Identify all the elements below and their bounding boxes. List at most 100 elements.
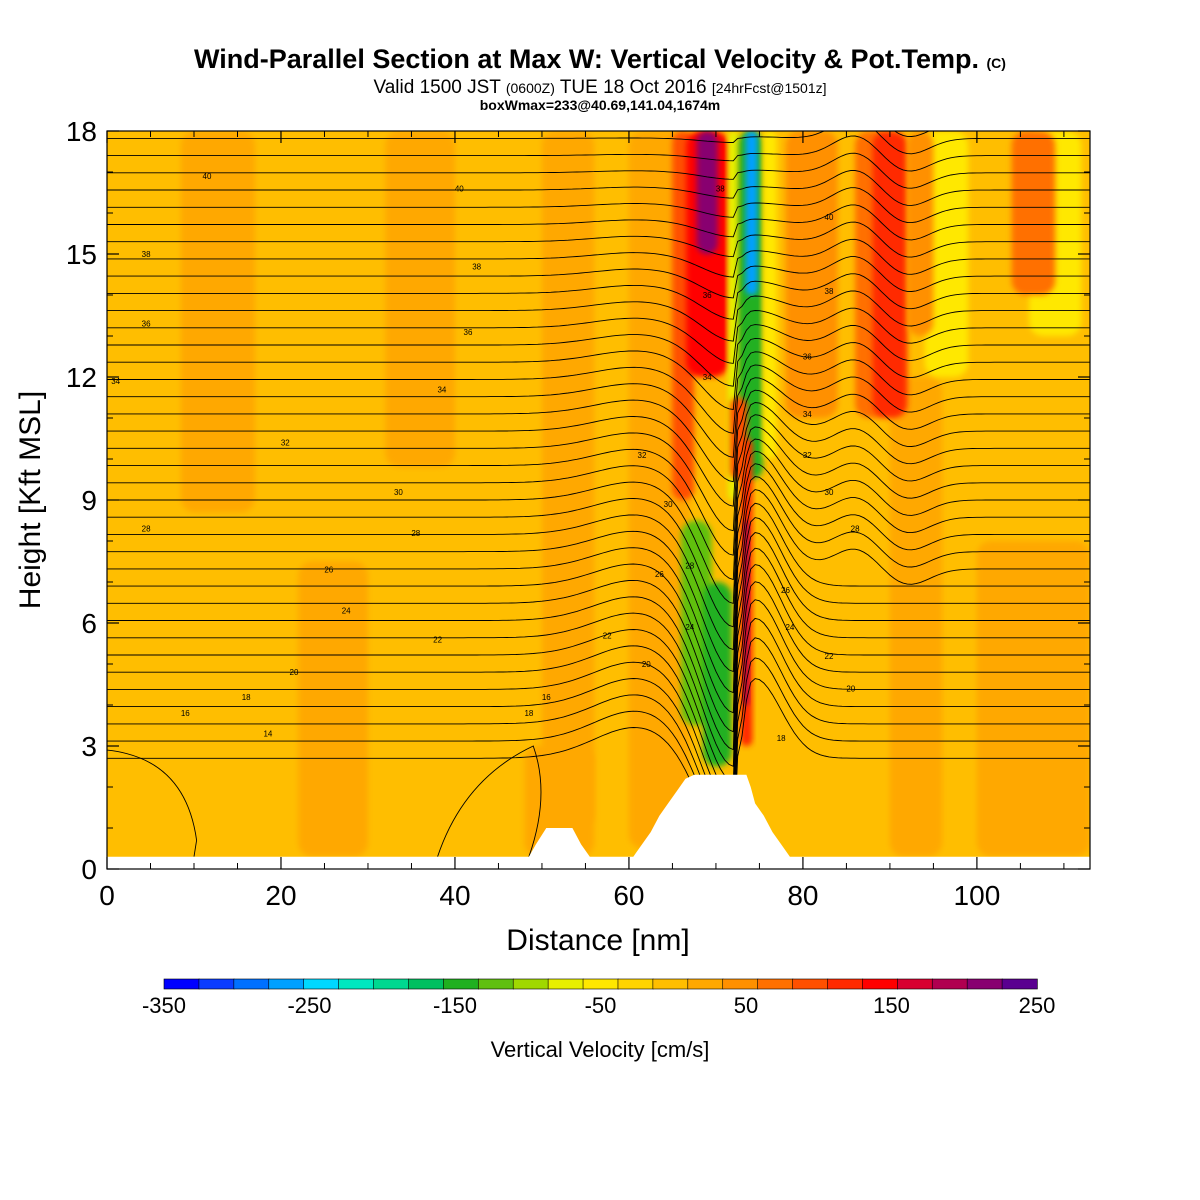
colorbar-swatch <box>966 978 1003 990</box>
colorbar-swatch <box>862 978 899 990</box>
colorbar-swatch <box>408 978 445 990</box>
theta-contour-line <box>107 564 1090 783</box>
colorbar-swatch <box>477 978 514 990</box>
title-block: Wind-Parallel Section at Max W: Vertical… <box>0 44 1200 112</box>
theta-contour-line <box>107 204 1090 241</box>
y-axis-label: Height [Kft MSL] <box>14 391 47 609</box>
theta-contour-label: 20 <box>642 660 651 669</box>
x-tick-label: 40 <box>439 880 470 911</box>
velocity-cell <box>762 131 777 459</box>
theta-contour-line <box>107 637 1090 835</box>
theta-contour-label: 28 <box>685 562 694 571</box>
valid-time-utc: (0600Z) <box>505 80 555 96</box>
theta-contour-label: 36 <box>703 291 712 300</box>
velocity-cell <box>924 131 969 377</box>
velocity-cell <box>907 131 934 336</box>
theta-contour-line <box>107 389 1090 507</box>
theta-contour-line <box>107 599 1090 811</box>
valid-date: TUE 18 Oct 2016 <box>559 77 707 98</box>
theta-contour-label: 38 <box>716 184 725 193</box>
colorbar-label: Vertical Velocity [cm/s] <box>491 1037 710 1062</box>
colorbar-swatch <box>163 978 200 990</box>
theta-contour-label: 30 <box>664 500 673 509</box>
theta-contour-line <box>107 337 1090 411</box>
copyright-mark: (C) <box>986 55 1006 71</box>
velocity-cell <box>745 131 758 295</box>
theta-contour-label: 36 <box>464 328 473 337</box>
theta-contour-label: 38 <box>825 287 834 296</box>
colorbar-swatch <box>303 978 340 990</box>
theta-contour-line <box>107 438 1090 605</box>
theta-contour-label: 28 <box>142 525 151 534</box>
theta-contour-line <box>107 532 1090 751</box>
theta-contour-label: 34 <box>803 410 812 419</box>
colorbar-tick-label: 250 <box>1019 993 1056 1018</box>
theta-contour-line <box>107 290 1090 342</box>
colorbar-swatch <box>233 978 270 990</box>
colorbar-tick-label: -250 <box>287 993 331 1018</box>
theta-contour-line <box>107 547 1090 767</box>
colorbar-swatch <box>931 978 968 990</box>
theta-contour-label: 26 <box>324 566 333 575</box>
colorbar-swatch <box>617 978 654 990</box>
x-tick-label: 20 <box>265 880 296 911</box>
theta-contour-line <box>107 414 1090 556</box>
theta-contour-line <box>107 238 1090 278</box>
theta-contour-label: 30 <box>394 488 403 497</box>
terrain-profile <box>107 774 1090 869</box>
velocity-cell <box>541 131 595 828</box>
theta-contour-label: 34 <box>111 377 120 386</box>
theta-contour-line <box>107 377 1090 483</box>
theta-contour-label: 26 <box>655 570 664 579</box>
x-tick-label: 100 <box>954 880 1001 911</box>
theta-contour-line <box>107 256 1090 299</box>
theta-contour-label: 40 <box>455 184 464 193</box>
theta-contour-label: 38 <box>142 250 151 259</box>
colorbar-tick-label: 150 <box>873 993 910 1018</box>
theta-contour-line <box>893 131 931 137</box>
theta-contour-line <box>107 450 1090 628</box>
theta-contour-line <box>107 364 1090 458</box>
theta-contour-line <box>107 351 1090 434</box>
colorbar-swatch <box>512 978 549 990</box>
chart-title: Wind-Parallel Section at Max W: Vertical… <box>0 44 1200 78</box>
theta-contour-line <box>107 657 1090 846</box>
theta-contour-line <box>107 617 1090 824</box>
chart-title-text: Wind-Parallel Section at Max W: Vertical… <box>194 44 979 74</box>
theta-contour-label: 24 <box>685 623 694 632</box>
theta-contour-line <box>107 489 1090 694</box>
velocity-cell <box>298 561 368 857</box>
theta-contour-label: 18 <box>777 734 786 743</box>
colorbar-swatch <box>827 978 864 990</box>
colorbar-swatch <box>443 978 479 990</box>
colorbar-tick-label: -350 <box>142 993 186 1018</box>
colorbar-swatch <box>268 978 305 990</box>
x-tick-label: 60 <box>613 880 644 911</box>
x-axis-label: Distance [nm] <box>506 924 689 957</box>
theta-contour-label: 20 <box>846 685 855 694</box>
terrain <box>107 774 1090 869</box>
theta-contour-label: 36 <box>803 353 812 362</box>
theta-contour-line <box>107 131 1090 155</box>
colorbar-swatch <box>757 978 794 990</box>
colorbar-swatch <box>198 978 235 990</box>
y-tick-label: 9 <box>81 485 97 516</box>
theta-contour-line <box>107 476 1090 673</box>
velocity-cell <box>696 131 718 254</box>
theta-contour-label: 22 <box>825 652 834 661</box>
x-tick-label: 0 <box>99 880 115 911</box>
colorbar-swatch <box>792 978 829 990</box>
velocity-cell <box>785 131 838 418</box>
y-tick-label: 3 <box>81 731 97 762</box>
theta-contour-label: 36 <box>142 320 151 329</box>
colorbar-tick-label: 50 <box>734 993 758 1018</box>
theta-contour-label: 18 <box>524 709 533 718</box>
forecast-info: [24hrFcst@1501z] <box>711 80 827 96</box>
velocity-cell <box>180 131 255 513</box>
theta-contour-line <box>107 135 1090 172</box>
colorbar: -350 -250 -150 -50 50 150 250 <box>142 978 1056 1018</box>
theta-contour-line <box>107 324 1090 387</box>
theta-contour-line <box>107 678 1090 857</box>
x-tick-label: 80 <box>787 880 818 911</box>
